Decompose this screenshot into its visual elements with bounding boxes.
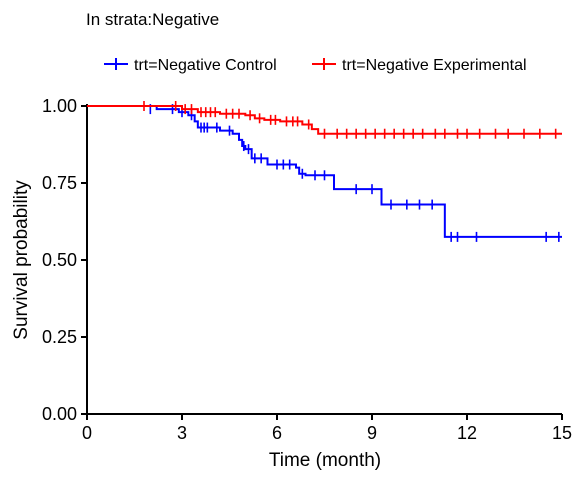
legend-item-control: trt=Negative Control: [104, 57, 277, 74]
y-tick-label: 0.00: [42, 404, 77, 424]
chart-title: In strata:Negative: [86, 10, 219, 29]
legend: trt=Negative Control trt=Negative Experi…: [104, 57, 527, 74]
legend-label-experimental: trt=Negative Experimental: [342, 57, 527, 74]
x-tick-label: 3: [177, 423, 187, 443]
x-axis-title: Time (month): [269, 450, 381, 471]
plot-area: [87, 101, 562, 242]
series-0: [87, 104, 562, 242]
y-tick-label: 0.25: [42, 327, 77, 347]
x-tick-label: 6: [272, 423, 282, 443]
axes: 0 3 6 9 12 15 0.00 0.25 0.50 0.75 1.00: [42, 96, 572, 443]
legend-item-experimental: trt=Negative Experimental: [312, 57, 527, 74]
y-axis-title: Survival probability: [11, 180, 32, 340]
y-tick-label: 0.75: [42, 173, 77, 193]
y-tick-label: 0.50: [42, 250, 77, 270]
y-tick-label: 1.00: [42, 96, 77, 116]
legend-label-control: trt=Negative Control: [134, 57, 277, 74]
x-tick-label: 15: [552, 423, 572, 443]
x-tick-label: 12: [457, 423, 477, 443]
x-tick-label: 9: [367, 423, 377, 443]
x-tick-label: 0: [82, 423, 92, 443]
series-1: [87, 101, 562, 139]
